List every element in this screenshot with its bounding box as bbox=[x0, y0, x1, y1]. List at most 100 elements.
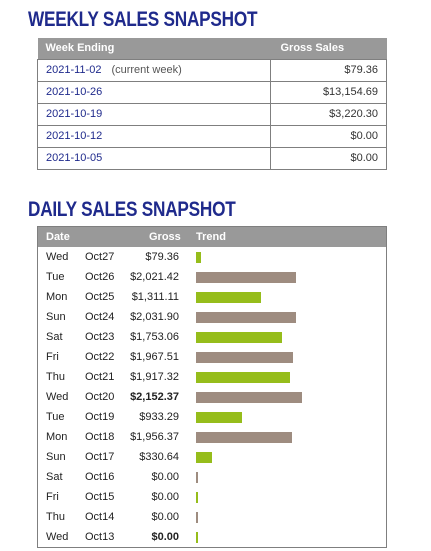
gross-sales-cell: $13,154.69 bbox=[270, 80, 387, 104]
week-ending-date: 2021-10-19 bbox=[46, 108, 103, 120]
trend-bar bbox=[196, 492, 198, 503]
day-cell: Tue bbox=[46, 411, 65, 423]
weekly-sales-title: WEEKLY SALES SNAPSHOT bbox=[28, 8, 258, 31]
date-cell: Oct19 bbox=[85, 411, 115, 423]
daily-table-row: Sun Oct24 $2,031.90 bbox=[38, 307, 386, 327]
trend-bar bbox=[196, 532, 198, 543]
weekly-table-header: Week Ending Gross Sales bbox=[37, 38, 387, 59]
day-cell: Sun bbox=[46, 311, 66, 323]
day-cell: Thu bbox=[46, 371, 65, 383]
weekly-table-row: 2021-10-19 $3,220.30 bbox=[37, 102, 387, 126]
daily-table-row: Wed Oct27 $79.36 bbox=[38, 247, 386, 267]
daily-table-header: Date Gross Trend bbox=[38, 227, 386, 247]
daily-table-row: Fri Oct15 $0.00 bbox=[38, 487, 386, 507]
trend-bar bbox=[196, 452, 212, 463]
date-header: Date bbox=[46, 231, 70, 243]
trend-bar bbox=[196, 432, 292, 443]
date-cell: Oct13 bbox=[85, 531, 115, 543]
gross-header: Gross bbox=[149, 231, 181, 243]
week-ending-cell: 2021-10-05 bbox=[37, 146, 271, 170]
date-cell: Oct18 bbox=[85, 431, 115, 443]
date-cell: Oct16 bbox=[85, 471, 115, 483]
day-cell: Fri bbox=[46, 351, 59, 363]
gross-sales-cell: $3,220.30 bbox=[270, 102, 387, 126]
date-cell: Oct17 bbox=[85, 451, 115, 463]
date-cell: Oct25 bbox=[85, 291, 115, 303]
gross-sales-cell: $0.00 bbox=[270, 146, 387, 170]
daily-table-row: Tue Oct26 $2,021.42 bbox=[38, 267, 386, 287]
gross-cell: $2,031.90 bbox=[130, 311, 179, 323]
gross-sales-cell: $79.36 bbox=[270, 58, 387, 82]
date-cell: Oct14 bbox=[85, 511, 115, 523]
day-cell: Thu bbox=[46, 511, 65, 523]
gross-cell: $2,152.37 bbox=[130, 391, 179, 403]
trend-bar bbox=[196, 312, 296, 323]
date-cell: Oct20 bbox=[85, 391, 115, 403]
daily-sales-title: DAILY SALES SNAPSHOT bbox=[28, 198, 236, 221]
weekly-sales-table: Week Ending Gross Sales 2021-11-02 (curre… bbox=[37, 38, 387, 170]
trend-bar bbox=[196, 292, 261, 303]
daily-table-row: Wed Oct13 $0.00 bbox=[38, 527, 386, 547]
week-ending-date: 2021-10-26 bbox=[46, 86, 103, 98]
daily-table-row: Wed Oct20 $2,152.37 bbox=[38, 387, 386, 407]
daily-table-row: Thu Oct14 $0.00 bbox=[38, 507, 386, 527]
trend-bar bbox=[196, 352, 293, 363]
day-cell: Tue bbox=[46, 271, 65, 283]
daily-table-row: Mon Oct18 $1,956.37 bbox=[38, 427, 386, 447]
day-cell: Mon bbox=[46, 291, 68, 303]
date-cell: Oct21 bbox=[85, 371, 115, 383]
week-note: (current week) bbox=[111, 64, 182, 76]
gross-cell: $0.00 bbox=[151, 491, 179, 503]
gross-cell: $2,021.42 bbox=[130, 271, 179, 283]
daily-table-row: Fri Oct22 $1,967.51 bbox=[38, 347, 386, 367]
week-ending-date: 2021-10-05 bbox=[46, 152, 103, 164]
gross-cell: $330.64 bbox=[139, 451, 179, 463]
gross-cell: $0.00 bbox=[151, 511, 179, 523]
trend-bar bbox=[196, 472, 198, 483]
trend-bar bbox=[196, 252, 201, 263]
daily-table-row: Mon Oct25 $1,311.11 bbox=[38, 287, 386, 307]
date-cell: Oct27 bbox=[85, 251, 115, 263]
day-cell: Mon bbox=[46, 431, 68, 443]
week-ending-date: 2021-11-02 bbox=[46, 64, 102, 76]
trend-bar bbox=[196, 332, 282, 343]
week-ending-cell: 2021-10-19 bbox=[37, 102, 271, 126]
gross-cell: $1,753.06 bbox=[130, 331, 179, 343]
gross-cell: $1,967.51 bbox=[130, 351, 179, 363]
gross-cell: $0.00 bbox=[151, 471, 179, 483]
date-cell: Oct26 bbox=[85, 271, 115, 283]
date-cell: Oct15 bbox=[85, 491, 115, 503]
day-cell: Sat bbox=[46, 331, 63, 343]
day-cell: Wed bbox=[46, 531, 69, 543]
date-cell: Oct24 bbox=[85, 311, 115, 323]
trend-bar bbox=[196, 372, 290, 383]
week-ending-date: 2021-10-12 bbox=[46, 130, 103, 142]
weekly-table-row: 2021-11-02 (current week) $79.36 bbox=[37, 58, 387, 82]
trend-bar bbox=[196, 272, 296, 283]
day-cell: Wed bbox=[46, 251, 69, 263]
daily-table-row: Sun Oct17 $330.64 bbox=[38, 447, 386, 467]
gross-cell: $0.00 bbox=[151, 531, 179, 543]
day-cell: Sat bbox=[46, 471, 63, 483]
day-cell: Fri bbox=[46, 491, 59, 503]
gross-cell: $1,956.37 bbox=[130, 431, 179, 443]
gross-sales-cell: $0.00 bbox=[270, 124, 387, 148]
gross-sales-header: Gross Sales bbox=[270, 38, 387, 59]
weekly-table-row: 2021-10-12 $0.00 bbox=[37, 124, 387, 148]
day-cell: Wed bbox=[46, 391, 69, 403]
gross-cell: $1,917.32 bbox=[130, 371, 179, 383]
trend-header: Trend bbox=[196, 231, 226, 243]
day-cell: Sun bbox=[46, 451, 66, 463]
date-cell: Oct22 bbox=[85, 351, 115, 363]
date-cell: Oct23 bbox=[85, 331, 115, 343]
daily-table-row: Sat Oct23 $1,753.06 bbox=[38, 327, 386, 347]
trend-bar bbox=[196, 392, 302, 403]
trend-bar bbox=[196, 512, 198, 523]
daily-sales-table: Date Gross Trend Wed Oct27 $79.36 Tue Oct26 $… bbox=[37, 226, 387, 548]
daily-table-row: Thu Oct21 $1,917.32 bbox=[38, 367, 386, 387]
week-ending-cell: 2021-10-26 bbox=[37, 80, 271, 104]
gross-cell: $79.36 bbox=[145, 251, 179, 263]
daily-table-row: Tue Oct19 $933.29 bbox=[38, 407, 386, 427]
daily-table-row: Sat Oct16 $0.00 bbox=[38, 467, 386, 487]
week-ending-cell: 2021-11-02 (current week) bbox=[37, 58, 271, 82]
